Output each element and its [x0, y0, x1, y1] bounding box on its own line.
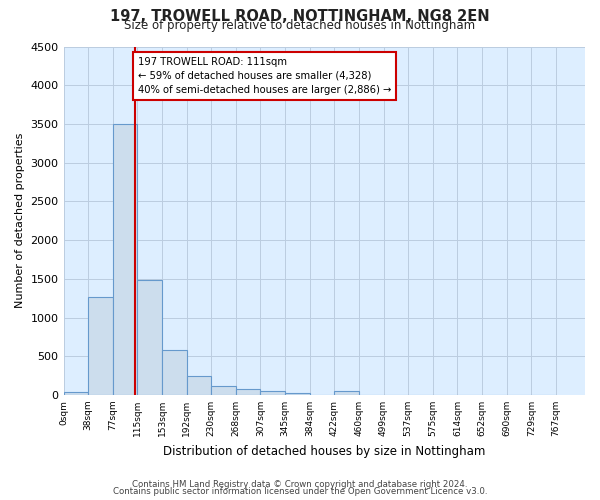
Bar [187, 376, 211, 395]
Text: 197, TROWELL ROAD, NOTTINGHAM, NG8 2EN: 197, TROWELL ROAD, NOTTINGHAM, NG8 2EN [110, 9, 490, 24]
Text: 197 TROWELL ROAD: 111sqm
← 59% of detached houses are smaller (4,328)
40% of sem: 197 TROWELL ROAD: 111sqm ← 59% of detach… [138, 56, 391, 94]
Bar [334, 390, 359, 395]
Bar [285, 392, 310, 395]
Text: Size of property relative to detached houses in Nottingham: Size of property relative to detached ho… [124, 19, 476, 32]
Text: Contains public sector information licensed under the Open Government Licence v3: Contains public sector information licen… [113, 487, 487, 496]
Bar [211, 386, 236, 395]
Bar [236, 388, 260, 395]
Bar [260, 390, 285, 395]
Bar [88, 296, 113, 395]
Bar [113, 124, 137, 395]
X-axis label: Distribution of detached houses by size in Nottingham: Distribution of detached houses by size … [163, 444, 485, 458]
Y-axis label: Number of detached properties: Number of detached properties [15, 133, 25, 308]
Bar [137, 280, 162, 395]
Bar [64, 392, 88, 395]
Bar [162, 350, 187, 395]
Text: Contains HM Land Registry data © Crown copyright and database right 2024.: Contains HM Land Registry data © Crown c… [132, 480, 468, 489]
